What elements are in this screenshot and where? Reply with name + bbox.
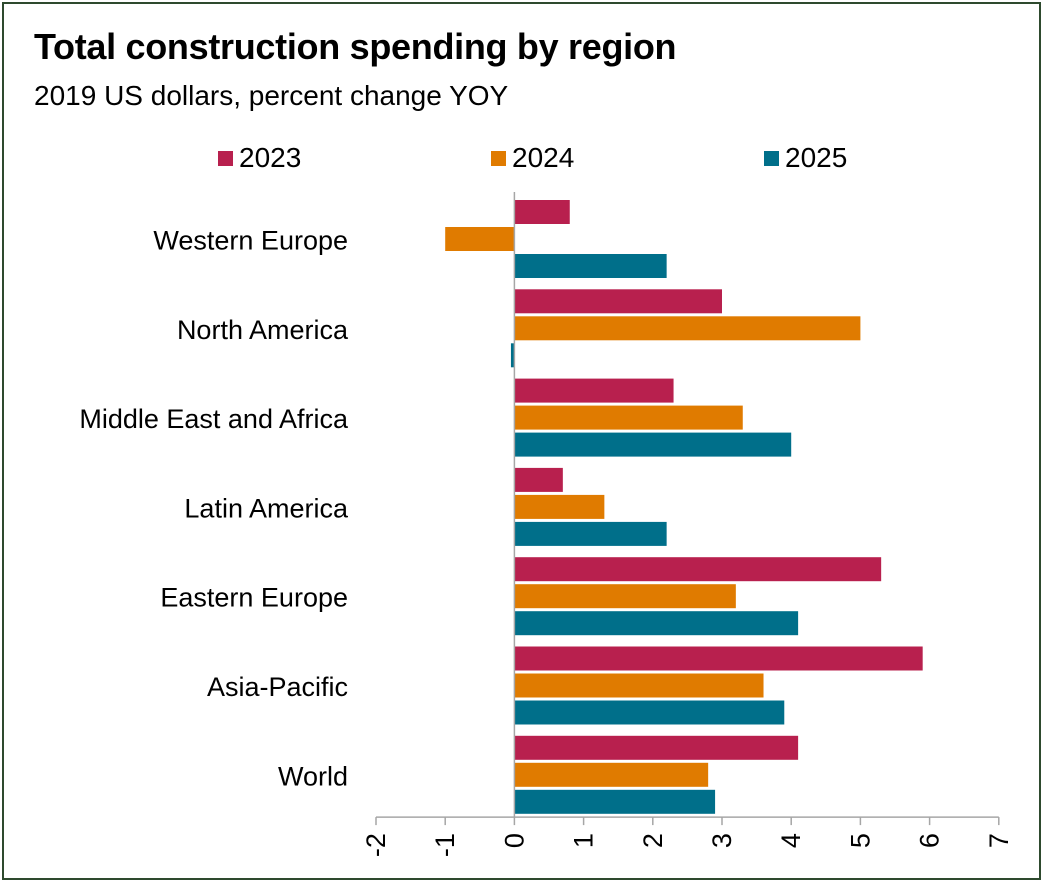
legend-swatch-2024 xyxy=(491,150,506,166)
bar-2025-0 xyxy=(514,254,667,278)
legend-label-2023: 2023 xyxy=(239,142,302,173)
bar-2024-6 xyxy=(514,762,709,787)
bar-2023-2 xyxy=(514,378,674,403)
x-tick-label: 1 xyxy=(569,833,599,848)
bar-2023-0 xyxy=(514,200,570,224)
legend-item-2024: 2024 xyxy=(491,140,574,176)
category-label: Asia-Pacific xyxy=(207,672,348,702)
category-label: Middle East and Africa xyxy=(79,404,349,434)
bar-2023-5 xyxy=(514,646,923,671)
x-tick-label: 0 xyxy=(499,833,529,848)
legend-swatch-2025 xyxy=(764,150,779,166)
bar-2023-1 xyxy=(514,289,722,314)
bar-2024-3 xyxy=(514,494,605,519)
category-label: World xyxy=(278,761,348,791)
bar-2025-5 xyxy=(514,700,785,725)
bar-2024-1 xyxy=(514,316,861,341)
chart-title: Total construction spending by region xyxy=(34,26,677,67)
bar-2025-6 xyxy=(514,789,716,814)
category-label: Latin America xyxy=(184,493,349,523)
x-tick-label: 3 xyxy=(707,833,737,848)
bar-2024-2 xyxy=(514,405,743,430)
bar-2023-3 xyxy=(514,467,563,492)
bar-2024-5 xyxy=(514,673,764,698)
chart-subtitle: 2019 US dollars, percent change YOY xyxy=(34,80,509,111)
bar-2025-1 xyxy=(510,343,515,368)
x-tick-label: -1 xyxy=(430,833,460,857)
x-tick-label: 5 xyxy=(845,833,875,848)
bar-2023-4 xyxy=(514,557,882,582)
category-label: North America xyxy=(177,315,349,345)
bar-2024-0 xyxy=(445,227,515,251)
bar-2023-6 xyxy=(514,735,799,760)
legend-item-2025: 2025 xyxy=(764,140,847,176)
bar-2025-3 xyxy=(514,521,667,546)
x-tick-label: 4 xyxy=(776,833,806,848)
legend-label-2025: 2025 xyxy=(785,142,848,173)
legend-swatch-2023 xyxy=(218,150,233,166)
x-tick-label: 2 xyxy=(638,833,668,848)
x-tick-label: -2 xyxy=(361,833,391,857)
category-label: Western Europe xyxy=(153,226,348,256)
category-label: Eastern Europe xyxy=(160,583,348,613)
bar-2025-4 xyxy=(514,611,799,636)
bar-2025-2 xyxy=(514,432,792,457)
bar-2024-4 xyxy=(514,584,736,609)
legend-label-2024: 2024 xyxy=(512,142,575,173)
legend-item-2023: 2023 xyxy=(218,140,301,176)
x-tick-label: 6 xyxy=(915,833,945,848)
x-tick-label: 7 xyxy=(984,833,1014,848)
